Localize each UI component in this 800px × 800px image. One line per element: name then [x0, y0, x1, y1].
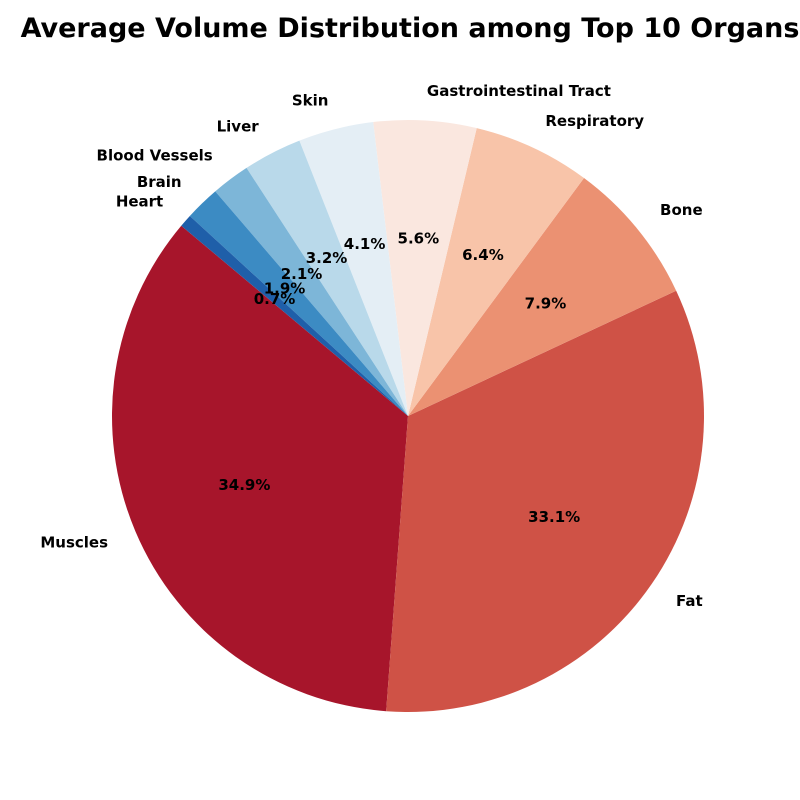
category-label-blood-vessels: Blood Vessels	[97, 146, 213, 164]
percent-label-skin: 4.1%	[344, 235, 386, 253]
pie-slice-fat	[386, 290, 705, 712]
category-label-liver: Liver	[217, 118, 260, 136]
category-label-heart: Heart	[116, 192, 163, 210]
percent-label-heart: 0.7%	[254, 290, 296, 308]
pie-slice-brain	[189, 191, 408, 416]
pie-slice-muscles	[111, 225, 408, 712]
percent-label-gastrointestinal-tract: 5.6%	[398, 230, 440, 248]
pie-slice-blood-vessels	[215, 167, 408, 416]
pie-slice-liver	[246, 140, 408, 417]
pie-labels: Muscles 34.9% Fat 33.1% Bone 7.9% Respiratory 6…	[40, 82, 702, 610]
percent-label-bone: 7.9%	[525, 295, 567, 313]
pie-slices	[111, 119, 705, 712]
category-label-muscles: Muscles	[40, 534, 108, 552]
percent-label-respiratory: 6.4%	[462, 246, 504, 264]
percent-label-brain: 1.9%	[264, 279, 306, 297]
pie-slice-respiratory	[408, 128, 585, 416]
category-label-bone: Bone	[660, 201, 703, 219]
category-label-brain: Brain	[137, 173, 182, 191]
category-label-fat: Fat	[676, 592, 703, 610]
chart-title: Average Volume Distribution among Top 10…	[21, 13, 800, 44]
pie-slice-gastrointestinal-tract	[373, 119, 477, 416]
pie-slice-bone	[408, 178, 677, 416]
pie-slice-skin	[299, 122, 408, 416]
category-label-gastrointestinal-tract: Gastrointestinal Tract	[427, 82, 611, 100]
percent-label-blood-vessels: 2.1%	[281, 265, 323, 283]
percent-label-fat: 33.1%	[528, 508, 580, 526]
pie-slice-heart	[181, 215, 408, 416]
category-label-respiratory: Respiratory	[545, 112, 644, 130]
percent-label-liver: 3.2%	[306, 249, 348, 267]
category-label-skin: Skin	[292, 91, 329, 109]
percent-label-muscles: 34.9%	[218, 476, 270, 494]
